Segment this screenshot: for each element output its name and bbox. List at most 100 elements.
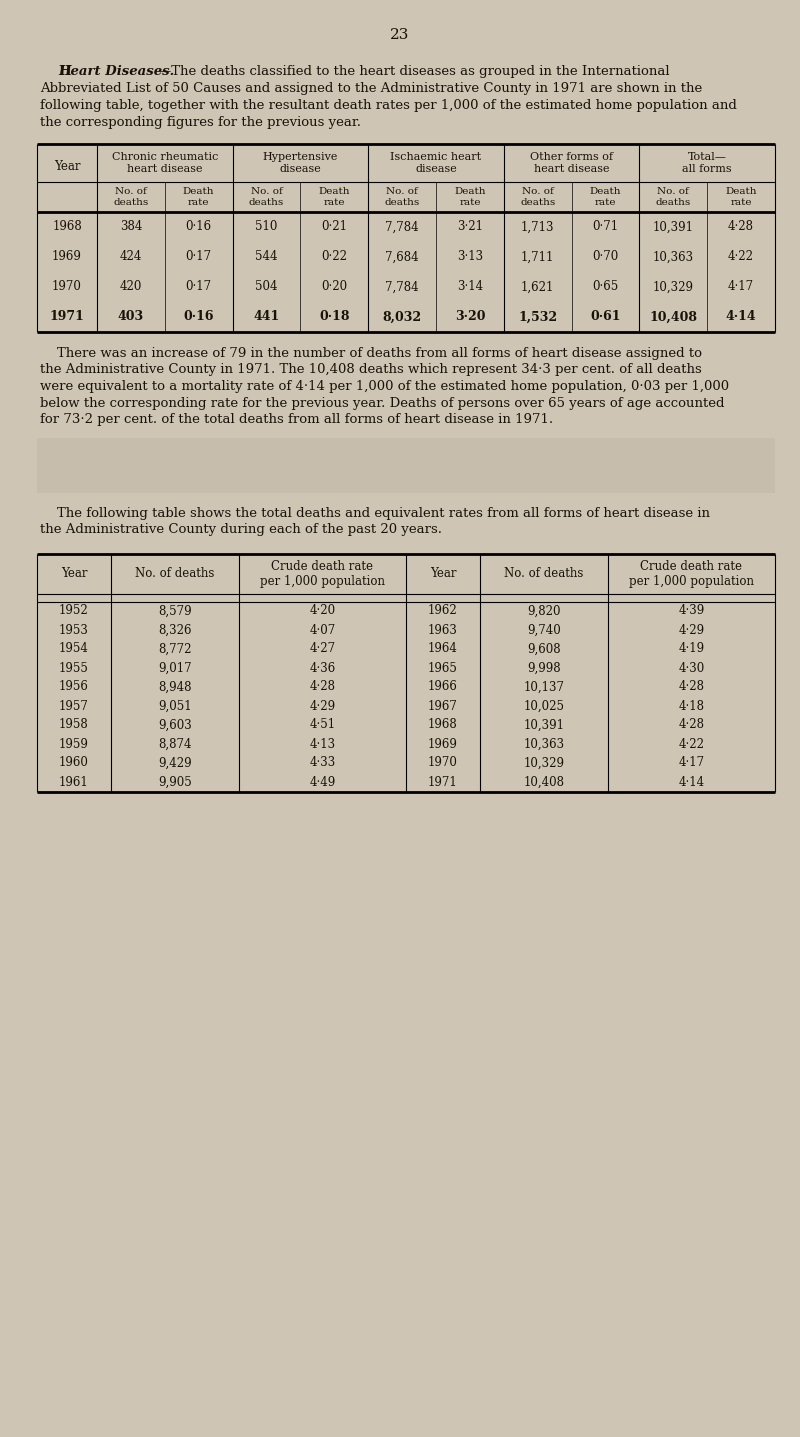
Text: 4·19: 4·19 <box>678 642 705 655</box>
Text: 0·20: 0·20 <box>322 280 347 293</box>
Text: 0·16: 0·16 <box>186 220 212 233</box>
Text: Crude death rate
per 1,000 population: Crude death rate per 1,000 population <box>260 559 385 588</box>
Text: 4·17: 4·17 <box>678 756 705 769</box>
Text: 0·17: 0·17 <box>186 280 212 293</box>
Text: There was an increase of 79 in the number of deaths from all forms of heart dise: There was an increase of 79 in the numbe… <box>40 346 702 361</box>
Text: 4·18: 4·18 <box>678 700 704 713</box>
Text: Other forms of
heart disease: Other forms of heart disease <box>530 152 613 174</box>
Text: No. of
deaths: No. of deaths <box>249 187 284 207</box>
Text: 1961: 1961 <box>59 776 89 789</box>
Text: 1969: 1969 <box>52 250 82 263</box>
Text: 4·28: 4·28 <box>678 681 704 694</box>
Text: 1971: 1971 <box>50 310 85 323</box>
Text: The following table shows the total deaths and equivalent rates from all forms o: The following table shows the total deat… <box>40 506 710 520</box>
Text: Death
rate: Death rate <box>726 187 757 207</box>
Text: were equivalent to a mortality rate of 4·14 per 1,000 of the estimated home popu: were equivalent to a mortality rate of 4… <box>40 379 729 392</box>
Text: 1958: 1958 <box>59 718 89 731</box>
Text: 3·20: 3·20 <box>454 310 485 323</box>
Text: Year: Year <box>430 568 456 581</box>
Text: 403: 403 <box>118 310 144 323</box>
Text: 4·27: 4·27 <box>310 642 335 655</box>
Text: 3·14: 3·14 <box>457 280 483 293</box>
Text: 9,051: 9,051 <box>158 700 191 713</box>
Text: 0·22: 0·22 <box>322 250 347 263</box>
Text: 1962: 1962 <box>428 605 458 618</box>
Text: 9,017: 9,017 <box>158 661 191 674</box>
Text: 504: 504 <box>255 280 278 293</box>
Text: 0·71: 0·71 <box>593 220 618 233</box>
Text: 9,603: 9,603 <box>158 718 192 731</box>
Text: —The deaths classified to the heart diseases as grouped in the International: —The deaths classified to the heart dise… <box>158 65 670 78</box>
Text: 4·49: 4·49 <box>310 776 335 789</box>
Text: 1965: 1965 <box>428 661 458 674</box>
Text: below the corresponding rate for the previous year. Deaths of persons over 65 ye: below the corresponding rate for the pre… <box>40 397 725 410</box>
Text: for 73·2 per cent. of the total deaths from all forms of heart disease in 1971.: for 73·2 per cent. of the total deaths f… <box>40 412 553 425</box>
Text: 4·28: 4·28 <box>310 681 335 694</box>
Text: No. of deaths: No. of deaths <box>504 568 583 581</box>
Text: 1,621: 1,621 <box>521 280 554 293</box>
Text: 10,408: 10,408 <box>523 776 564 789</box>
Text: 0·65: 0·65 <box>592 280 618 293</box>
Text: 8,032: 8,032 <box>382 310 422 323</box>
Text: 1953: 1953 <box>59 624 89 637</box>
Text: 4·20: 4·20 <box>310 605 335 618</box>
Text: 10,329: 10,329 <box>653 280 694 293</box>
Text: 10,329: 10,329 <box>523 756 564 769</box>
Text: 0·70: 0·70 <box>592 250 618 263</box>
Text: 384: 384 <box>120 220 142 233</box>
Text: 7,684: 7,684 <box>386 250 419 263</box>
Text: 1963: 1963 <box>428 624 458 637</box>
Text: 1956: 1956 <box>59 681 89 694</box>
Text: 7,784: 7,784 <box>386 280 419 293</box>
Text: 10,025: 10,025 <box>523 700 564 713</box>
Text: 1954: 1954 <box>59 642 89 655</box>
Text: 4·22: 4·22 <box>728 250 754 263</box>
Text: Crude death rate
per 1,000 population: Crude death rate per 1,000 population <box>629 559 754 588</box>
Text: 0·16: 0·16 <box>183 310 214 323</box>
Text: 1971: 1971 <box>428 776 458 789</box>
Text: 441: 441 <box>254 310 280 323</box>
Text: No. of
deaths: No. of deaths <box>520 187 555 207</box>
Text: 8,948: 8,948 <box>158 681 191 694</box>
Text: 544: 544 <box>255 250 278 263</box>
Text: 3·13: 3·13 <box>457 250 483 263</box>
Text: 9,998: 9,998 <box>527 661 561 674</box>
Text: Abbreviated List of 50 Causes and assigned to the Administrative County in 1971 : Abbreviated List of 50 Causes and assign… <box>40 82 702 95</box>
Text: 23: 23 <box>390 27 410 42</box>
Text: 9,429: 9,429 <box>158 756 191 769</box>
Text: Death
rate: Death rate <box>318 187 350 207</box>
Text: 1967: 1967 <box>428 700 458 713</box>
Text: Heart Diseases.: Heart Diseases. <box>58 65 174 78</box>
Text: Chronic rheumatic
heart disease: Chronic rheumatic heart disease <box>112 152 218 174</box>
Text: Hypertensive
disease: Hypertensive disease <box>262 152 338 174</box>
Text: 4·33: 4·33 <box>310 756 335 769</box>
Text: 4·39: 4·39 <box>678 605 705 618</box>
Text: 4·30: 4·30 <box>678 661 705 674</box>
Text: 8,772: 8,772 <box>158 642 191 655</box>
Text: 4·36: 4·36 <box>310 661 335 674</box>
Text: 4·51: 4·51 <box>310 718 335 731</box>
Text: 1969: 1969 <box>428 737 458 750</box>
Text: 1970: 1970 <box>52 280 82 293</box>
Text: Year: Year <box>54 161 80 174</box>
Text: 4·29: 4·29 <box>678 624 705 637</box>
Text: 1970: 1970 <box>428 756 458 769</box>
Text: H: H <box>58 65 70 78</box>
Text: 1966: 1966 <box>428 681 458 694</box>
Text: No. of
deaths: No. of deaths <box>656 187 691 207</box>
Text: 4·28: 4·28 <box>728 220 754 233</box>
Text: 3·21: 3·21 <box>457 220 483 233</box>
Text: Death
rate: Death rate <box>183 187 214 207</box>
Text: 10,391: 10,391 <box>653 220 694 233</box>
Text: 1960: 1960 <box>59 756 89 769</box>
Text: 9,608: 9,608 <box>527 642 561 655</box>
Text: 1964: 1964 <box>428 642 458 655</box>
Text: Total—
all forms: Total— all forms <box>682 152 732 174</box>
Text: 0·61: 0·61 <box>590 310 621 323</box>
Text: 8,326: 8,326 <box>158 624 191 637</box>
Text: 4·07: 4·07 <box>310 624 335 637</box>
Text: the Administrative County in 1971. The 10,408 deaths which represent 34·3 per ce: the Administrative County in 1971. The 1… <box>40 364 702 376</box>
Text: 4·29: 4·29 <box>310 700 335 713</box>
Text: 1952: 1952 <box>59 605 89 618</box>
Text: 4·22: 4·22 <box>678 737 704 750</box>
